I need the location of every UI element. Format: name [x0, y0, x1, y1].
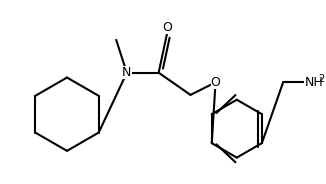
- Text: NH: NH: [304, 76, 323, 89]
- Text: O: O: [162, 21, 172, 34]
- Text: N: N: [122, 66, 131, 79]
- Text: 2: 2: [318, 75, 324, 84]
- Text: O: O: [211, 76, 220, 89]
